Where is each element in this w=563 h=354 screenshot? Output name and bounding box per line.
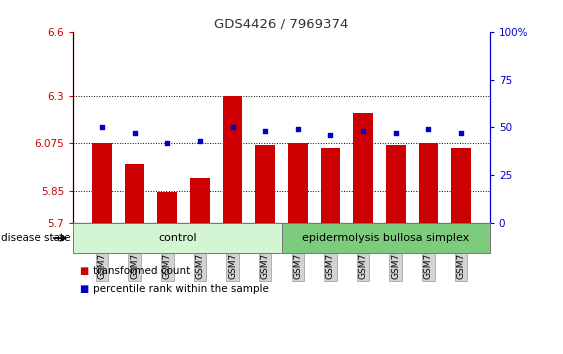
Point [228, 125, 237, 130]
Text: percentile rank within the sample: percentile rank within the sample [93, 284, 269, 293]
Point [391, 130, 400, 136]
Bar [386, 145, 405, 223]
Bar [452, 148, 471, 223]
Bar [223, 96, 242, 223]
Point [359, 129, 368, 134]
Bar [419, 143, 438, 223]
Text: disease state: disease state [1, 233, 70, 243]
Point [457, 130, 466, 136]
Text: ■: ■ [79, 266, 88, 276]
Bar [190, 178, 209, 223]
Bar [158, 192, 177, 223]
Point [424, 126, 433, 132]
Text: control: control [158, 233, 196, 243]
Point [261, 129, 270, 134]
Text: ■: ■ [79, 284, 88, 293]
Bar [125, 164, 144, 223]
Text: transformed count: transformed count [93, 266, 190, 276]
Bar [354, 113, 373, 223]
Bar [256, 145, 275, 223]
Point [195, 138, 204, 144]
Bar [92, 143, 111, 223]
Point [130, 130, 139, 136]
Bar [288, 143, 307, 223]
Text: epidermolysis bullosa simplex: epidermolysis bullosa simplex [302, 233, 470, 243]
Point [163, 140, 172, 145]
Bar [321, 148, 340, 223]
Point [293, 126, 302, 132]
Point [326, 132, 335, 138]
Title: GDS4426 / 7969374: GDS4426 / 7969374 [215, 18, 348, 31]
Point [97, 125, 106, 130]
